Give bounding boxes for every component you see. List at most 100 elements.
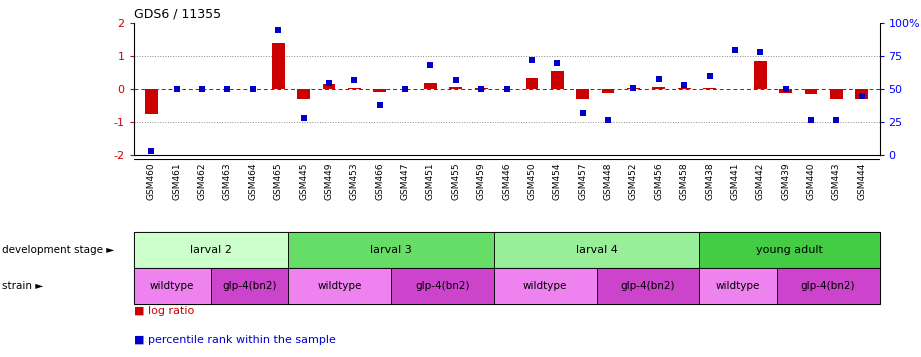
Text: GSM443: GSM443	[832, 162, 841, 200]
Point	[525, 57, 540, 63]
Text: ■ percentile rank within the sample: ■ percentile rank within the sample	[134, 335, 335, 345]
Bar	[297, 89, 309, 99]
Text: glp-4(bn2): glp-4(bn2)	[801, 281, 856, 291]
Point	[271, 27, 286, 32]
Text: GSM457: GSM457	[578, 162, 588, 200]
Text: GSM456: GSM456	[654, 162, 663, 200]
Bar	[754, 61, 766, 89]
Point	[651, 76, 666, 81]
Bar	[551, 71, 564, 89]
Bar	[494, 268, 597, 304]
Text: GSM459: GSM459	[477, 162, 485, 200]
Text: GSM442: GSM442	[756, 162, 764, 200]
Text: larval 4: larval 4	[576, 245, 617, 255]
Text: wildtype: wildtype	[716, 281, 760, 291]
Bar	[704, 87, 716, 89]
Bar	[322, 84, 335, 89]
Text: GSM441: GSM441	[730, 162, 740, 200]
Text: larval 2: larval 2	[190, 245, 232, 255]
Text: GSM460: GSM460	[146, 162, 156, 200]
Bar	[145, 89, 157, 114]
Bar	[779, 89, 792, 92]
Point	[194, 86, 209, 92]
Point	[855, 93, 869, 99]
Point	[804, 117, 819, 122]
Bar	[577, 89, 589, 99]
Point	[398, 86, 413, 92]
Bar	[830, 89, 843, 99]
Text: GSM446: GSM446	[502, 162, 511, 200]
Point	[347, 77, 362, 83]
Text: GSM454: GSM454	[553, 162, 562, 200]
Point	[423, 62, 437, 68]
Point	[626, 85, 641, 91]
Bar	[373, 89, 386, 91]
Text: GSM449: GSM449	[324, 162, 333, 200]
Point	[144, 149, 158, 154]
Point	[829, 117, 844, 122]
Bar	[699, 268, 776, 304]
Text: GSM466: GSM466	[375, 162, 384, 200]
Text: GSM455: GSM455	[451, 162, 460, 200]
Point	[297, 115, 311, 121]
Bar	[597, 268, 699, 304]
Point	[245, 86, 260, 92]
Bar	[288, 232, 494, 268]
Point	[449, 77, 463, 83]
Bar	[699, 232, 880, 268]
Point	[499, 86, 514, 92]
Point	[778, 86, 793, 92]
Bar	[288, 268, 391, 304]
Text: GSM447: GSM447	[401, 162, 410, 200]
Text: GSM453: GSM453	[350, 162, 359, 200]
Bar	[272, 43, 285, 89]
Text: wildtype: wildtype	[523, 281, 567, 291]
Point	[728, 47, 742, 52]
Text: GSM440: GSM440	[807, 162, 815, 200]
Text: GSM458: GSM458	[680, 162, 689, 200]
Bar	[494, 232, 699, 268]
Bar	[134, 232, 288, 268]
Point	[576, 110, 590, 116]
Text: ■ log ratio: ■ log ratio	[134, 306, 193, 316]
Bar	[348, 87, 361, 89]
Point	[321, 80, 336, 85]
Point	[372, 102, 387, 108]
Point	[677, 82, 692, 88]
Bar	[391, 268, 494, 304]
Text: glp-4(bn2): glp-4(bn2)	[222, 281, 276, 291]
Text: glp-4(bn2): glp-4(bn2)	[621, 281, 675, 291]
Text: development stage ►: development stage ►	[2, 245, 114, 255]
Text: wildtype: wildtype	[150, 281, 194, 291]
Point	[753, 49, 768, 55]
Point	[169, 86, 184, 92]
Point	[550, 60, 565, 66]
Text: GSM451: GSM451	[426, 162, 435, 200]
Point	[702, 73, 717, 79]
Bar	[449, 87, 462, 89]
Bar	[211, 268, 288, 304]
Text: GSM462: GSM462	[198, 162, 206, 200]
Text: GSM444: GSM444	[857, 162, 867, 200]
Text: wildtype: wildtype	[317, 281, 362, 291]
Text: GSM452: GSM452	[629, 162, 638, 200]
Text: GSM448: GSM448	[603, 162, 612, 200]
Text: GSM438: GSM438	[705, 162, 714, 200]
Bar	[526, 78, 538, 89]
Text: GSM465: GSM465	[274, 162, 283, 200]
Point	[220, 86, 235, 92]
Bar	[856, 89, 869, 99]
Bar	[776, 268, 880, 304]
Point	[600, 117, 615, 122]
Bar	[652, 87, 665, 89]
Bar	[601, 89, 614, 92]
Text: larval 3: larval 3	[370, 245, 412, 255]
Text: GDS6 / 11355: GDS6 / 11355	[134, 7, 221, 21]
Text: GSM464: GSM464	[249, 162, 257, 200]
Text: GSM463: GSM463	[223, 162, 232, 200]
Point	[473, 86, 488, 92]
Text: strain ►: strain ►	[2, 281, 43, 291]
Bar	[627, 87, 640, 89]
Bar	[678, 87, 691, 89]
Bar	[805, 89, 818, 94]
